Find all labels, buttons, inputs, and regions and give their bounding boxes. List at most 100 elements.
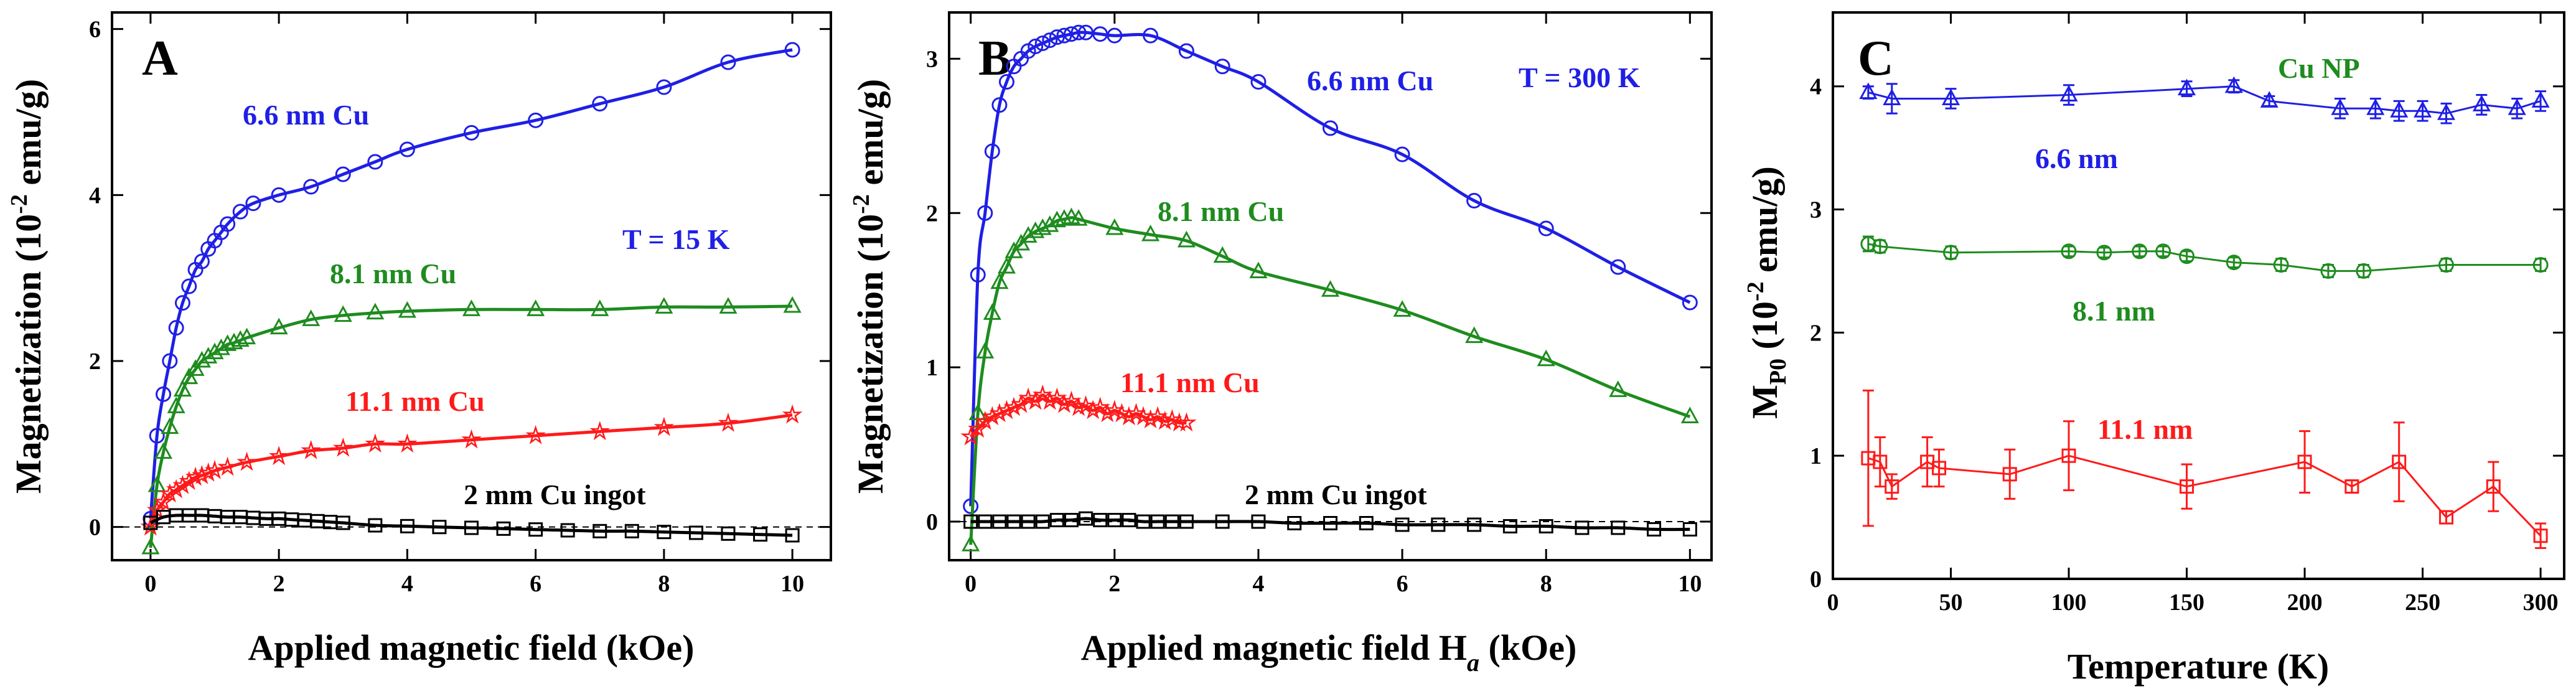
- panel-b-frame: [948, 11, 1713, 561]
- panel-b-series-2-mm-cu-ingot-point: [1021, 514, 1036, 529]
- panel-c-series-11-1-nm-point: [2438, 510, 2453, 525]
- panel-b-series-2-mm-cu-ingot-point: [1150, 514, 1165, 529]
- panel-c-ytick-label: 2: [1810, 320, 1822, 346]
- panel-a-series-8-1-nm-cu-point: [655, 297, 673, 314]
- panel-b-ytick-label: 2: [926, 200, 938, 227]
- panel-a-series-2-mm-cu-ingot-line: [149, 514, 793, 537]
- panel-a-series-8-1-nm-cu: [141, 296, 802, 555]
- panel-a-series-6-6-nm-cu-point: [399, 141, 415, 157]
- panel-a-ytick-label: 2: [89, 349, 101, 375]
- panel-a-series-11-1-nm-cu-point: [217, 456, 238, 476]
- panel-a-series-6-6-nm-cu-point: [784, 42, 800, 58]
- panel-b-series-8-1-nm-cu-point: [983, 303, 1001, 320]
- panel-a-series-11-1-nm-cu-point: [268, 446, 289, 466]
- panel-b-series-8-1-nm-cu-point: [1055, 209, 1074, 226]
- panel-a-series-2-mm-cu-ingot-point: [464, 520, 479, 535]
- panel-a-series-11-1-nm-cu-point: [204, 459, 225, 479]
- panel-b-series-11-1-nm-cu: [960, 384, 1197, 446]
- panel-a-series-6-6-nm-cu-point: [220, 216, 236, 232]
- panel-a-series-2-mm-cu-ingot-point: [560, 523, 575, 538]
- panel-b-series-6-6-nm-cu-point: [1070, 24, 1087, 40]
- panel-b-series-2-mm-cu-ingot-point: [1215, 514, 1230, 529]
- panel-c-xtick-label: 250: [2405, 589, 2440, 616]
- panel-c-xtick-label: 100: [2051, 589, 2087, 616]
- panel-a-series-8-1-nm-cu-point: [205, 342, 224, 360]
- panel-c-series-11-1-nm-point: [2002, 467, 2017, 482]
- panel-c-xtick-label: 150: [2169, 589, 2204, 616]
- panel-c-series-8-1-nm-point: [1872, 238, 1888, 255]
- panel-a-series-11-1-nm-cu-point: [653, 416, 675, 436]
- panel-c-series-11-1-nm-point: [2533, 528, 2548, 543]
- panel-b-series-2-mm-cu-ingot-point: [1539, 518, 1553, 533]
- panel-a-ytick-label: 0: [89, 515, 101, 541]
- panel-a-series-2-mm-cu-ingot-point: [368, 518, 383, 533]
- panel-b-series-6-6-nm-cu-point: [1466, 192, 1482, 209]
- panel-a-series-11-1-nm-cu-point: [237, 451, 257, 471]
- panel-b-letter: B: [978, 31, 1011, 86]
- panel-c-series-11-1-nm-point: [1932, 461, 1947, 476]
- panel-c-series-6-6-nm-point: [2390, 101, 2409, 118]
- panel-a-series-2-mm-cu-ingot-point: [624, 523, 639, 538]
- panel-a-series-11-1-nm-cu-point: [301, 439, 322, 459]
- panel-a-ytick-label: 6: [89, 17, 101, 43]
- panel-b: B 0 2 4 6 8 10 0 1 2 3 Applied magnetic field Ha …: [848, 11, 1713, 677]
- panel-a-xtick-label: 4: [401, 571, 413, 597]
- panel-c-series-6-6-nm-point: [2224, 76, 2243, 93]
- panel-b-series-6-6-nm-cu-point: [998, 74, 1014, 90]
- panel-a-series-11-1-nm-cu-point: [525, 425, 546, 444]
- panel-b-series-11-1-nm-cu-point: [1068, 396, 1089, 416]
- panel-a-series-6-6-nm-cu-point: [335, 166, 351, 182]
- panel-c-series-6-6-nm-point: [1883, 88, 1901, 105]
- panel-a-xtick-label: 0: [144, 571, 156, 597]
- panel-a-series-2-mm-cu-ingot-point: [688, 525, 703, 540]
- panel-a-series-8-1-nm-cu-point: [148, 475, 166, 492]
- panel-a-series-8-1-nm-cu-point: [269, 317, 288, 335]
- panel-b-series-2-mm-cu-ingot-point: [1093, 513, 1108, 528]
- panel-a-series-6-6-nm-cu-point: [271, 187, 287, 203]
- panel-c-series-11-1-nm-point: [2180, 479, 2194, 494]
- panel-b-series-6-6-nm-cu-point: [1610, 259, 1626, 275]
- panel-b-series-11-1-nm-cu-point: [1140, 409, 1161, 429]
- panel-b-series-8-1-nm-cu-point: [990, 272, 1009, 289]
- panel-c-series-6-6-nm-point: [2059, 85, 2078, 102]
- panel-c-series-6-6-nm-point: [2331, 98, 2349, 115]
- panel-c-series-8-1-nm-point: [2273, 257, 2289, 273]
- panel-b-series-2-mm-cu-ingot-point: [1287, 516, 1302, 531]
- panel-a-series-6-6-nm-cu-line: [149, 48, 793, 519]
- panel-c-xtick-label: 50: [1939, 589, 1963, 616]
- panel-b-series-2-mm-cu-ingot-point: [1575, 520, 1590, 535]
- panel-b-series-11-1-nm-cu-point: [1003, 396, 1024, 416]
- panel-b-ylabel: Magnetization (10-2 emu/g): [848, 79, 891, 494]
- panel-a-label-11-1nm: 11.1 nm Cu: [345, 385, 485, 417]
- panel-c-series-11-1-nm-point: [2061, 448, 2076, 463]
- panel-a-xtick-label: 2: [273, 571, 285, 597]
- panel-c-series-8-1-nm-point: [2438, 257, 2454, 273]
- panel-b-series-2-mm-cu-ingot-point: [978, 514, 993, 529]
- panel-b-series-2-mm-cu-ingot-point: [992, 514, 1007, 529]
- panel-b-series-6-6-nm-cu-point: [1034, 35, 1051, 52]
- panel-a-series-8-1-nm-cu-point: [302, 309, 321, 326]
- panel-a-series-2-mm-cu-ingot-point: [592, 523, 607, 538]
- panel-b-series-11-1-nm-cu-point: [989, 403, 1010, 423]
- panel-a-series-8-1-nm-cu-point: [186, 359, 205, 376]
- panel-b-series-11-1-nm-cu-point: [1155, 410, 1176, 430]
- panel-c-letter: C: [1858, 31, 1894, 86]
- panel-c-xlabel: Temperature (K): [2068, 646, 2329, 687]
- panel-a-letter: A: [142, 31, 178, 86]
- panel-c-series-11-1-nm-point: [2392, 454, 2407, 469]
- panel-a-series-2-mm-cu-ingot: [143, 508, 800, 543]
- panel-c-series-6-6-nm-point: [2178, 78, 2196, 96]
- panel-a-series-6-6-nm-cu-point: [194, 253, 210, 270]
- panel-a-series-8-1-nm-cu-point: [231, 330, 250, 347]
- panel-b-series-6-6-nm-cu-point: [1143, 27, 1159, 44]
- panel-a-series-11-1-nm-cu-point: [782, 404, 803, 424]
- panel-b-label-temperature: T = 300 K: [1519, 62, 1641, 93]
- panel-b-series-11-1-nm-cu-point: [1176, 412, 1197, 432]
- panel-b-ytick-label: 3: [926, 46, 938, 72]
- panel-a-series-11-1-nm-cu-point: [179, 471, 199, 490]
- panel-a-series-2-mm-cu-ingot-point: [657, 525, 672, 540]
- panel-a-xlabel: Applied magnetic field (kOe): [248, 627, 695, 668]
- panel-b-series-2-mm-cu-ingot-point: [963, 514, 978, 529]
- panel-a-series-8-1-nm-cu-point: [334, 305, 352, 322]
- panel-a-series-6-6-nm-cu-point: [367, 154, 383, 170]
